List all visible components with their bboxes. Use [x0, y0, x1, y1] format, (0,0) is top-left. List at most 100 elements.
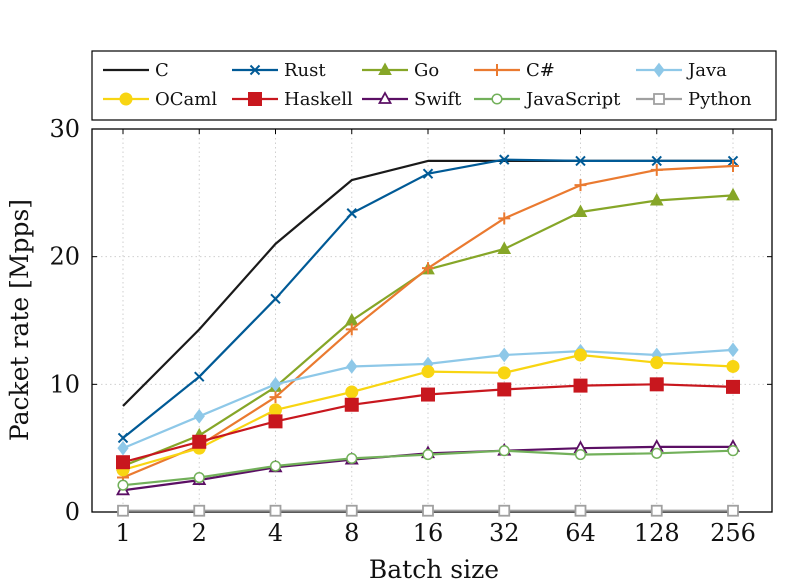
- data-point-python: [727, 504, 739, 517]
- legend-label-c: C#: [526, 60, 555, 81]
- legend-item-swift: Swift: [362, 89, 462, 110]
- data-point-go: [573, 204, 588, 217]
- data-point-rust: [575, 155, 586, 167]
- x-tick-label: 2: [192, 519, 207, 547]
- data-point-haskell: [573, 378, 588, 393]
- legend-label-python: Python: [688, 89, 752, 110]
- data-point-ocaml: [421, 365, 435, 379]
- x-tick-label: 1: [115, 519, 130, 547]
- data-point-go: [344, 312, 359, 326]
- series-go: [116, 187, 740, 472]
- data-point-javascript: [422, 449, 434, 461]
- data-point-ocaml: [574, 348, 587, 362]
- data-point-ocaml: [269, 403, 282, 417]
- legend-item-java: Java: [636, 60, 727, 81]
- data-point-java: [346, 359, 358, 374]
- data-point-c: [574, 179, 587, 192]
- legend-item-haskell: Haskell: [232, 89, 353, 110]
- legend-label-go: Go: [414, 60, 439, 81]
- series-javascript: [117, 445, 739, 491]
- data-point-python: [193, 504, 206, 517]
- data-point-ocaml: [345, 385, 359, 399]
- legend-marker-swift: [377, 91, 393, 104]
- legend-marker-c: [491, 64, 503, 76]
- data-point-rust: [117, 432, 129, 444]
- data-point-haskell: [497, 382, 512, 397]
- legend-marker-go: [378, 62, 392, 75]
- x-axis-title: Batch size: [369, 555, 499, 584]
- data-point-java: [498, 347, 510, 363]
- legend-marker-haskell: [248, 92, 262, 106]
- data-point-rust: [499, 154, 510, 165]
- data-point-rust: [194, 371, 205, 382]
- data-point-haskell: [726, 379, 740, 394]
- data-point-python: [345, 504, 358, 517]
- data-point-python: [269, 504, 282, 517]
- data-point-c: [345, 323, 358, 336]
- data-point-java: [269, 377, 282, 392]
- data-point-haskell: [268, 414, 283, 429]
- legend-label-ocaml: OCaml: [155, 89, 217, 110]
- data-point-haskell: [421, 387, 435, 402]
- data-point-c: [498, 212, 511, 225]
- data-point-javascript: [346, 452, 358, 464]
- data-point-ocaml: [726, 359, 740, 373]
- series-group: [115, 154, 741, 517]
- legend-item-go: Go: [362, 60, 439, 81]
- data-point-java: [117, 440, 129, 456]
- data-point-python: [650, 504, 663, 517]
- series-python: [117, 504, 739, 517]
- data-point-go: [726, 187, 740, 201]
- y-tick-label: 20: [49, 243, 80, 271]
- data-point-rust: [346, 208, 357, 219]
- data-point-c: [727, 160, 739, 173]
- x-tick-label: 32: [489, 519, 520, 547]
- legend-item-javascript: JavaScript: [474, 89, 621, 110]
- data-point-c: [269, 391, 282, 404]
- legend-marker-python: [653, 93, 665, 105]
- series-haskell: [116, 377, 740, 470]
- data-point-haskell: [192, 434, 207, 449]
- x-tick-label: 4: [268, 519, 283, 547]
- data-point-javascript: [574, 449, 587, 461]
- data-point-haskell: [344, 397, 359, 412]
- data-point-python: [498, 504, 511, 517]
- data-point-c: [422, 262, 434, 275]
- x-tick-label: 128: [634, 519, 680, 547]
- y-tick-label: 0: [65, 498, 80, 526]
- data-point-ocaml: [497, 366, 511, 380]
- legend-label-swift: Swift: [414, 89, 462, 110]
- legend-item-c: C: [103, 60, 169, 81]
- x-tick-label: 8: [344, 519, 359, 547]
- data-point-javascript: [651, 447, 663, 459]
- y-axis-title: Packet rate [Mpps]: [5, 199, 34, 441]
- y-tick-label: 10: [49, 370, 80, 398]
- legend-label-c: C: [155, 60, 169, 81]
- legend-item-python: Python: [636, 89, 752, 110]
- data-point-javascript: [498, 445, 510, 457]
- series-line-go: [122, 194, 734, 468]
- data-point-java: [193, 408, 205, 424]
- data-point-javascript: [269, 460, 282, 472]
- legend-label-javascript: JavaScript: [524, 89, 621, 110]
- legend-marker-rust: [249, 64, 261, 76]
- data-point-python: [117, 504, 129, 517]
- data-point-rust: [422, 168, 434, 179]
- data-point-go: [497, 241, 512, 255]
- legend-marker-ocaml: [119, 92, 133, 106]
- data-point-javascript: [193, 471, 205, 484]
- data-point-rust: [270, 293, 281, 305]
- x-tick-label: 256: [710, 519, 756, 547]
- data-point-c: [650, 163, 663, 176]
- data-point-python: [422, 504, 434, 517]
- legend-marker-javascript: [491, 93, 503, 105]
- legend-label-java: Java: [686, 60, 727, 81]
- y-tick-label: 30: [49, 115, 80, 143]
- data-point-javascript: [727, 445, 739, 457]
- data-point-ocaml: [650, 356, 664, 370]
- legend: C Rust Go C# Java OCaml Haskell Swift JavaScript…: [91, 50, 777, 121]
- x-tick-label: 64: [565, 519, 596, 547]
- data-point-haskell: [649, 377, 664, 392]
- data-point-rust: [651, 155, 662, 167]
